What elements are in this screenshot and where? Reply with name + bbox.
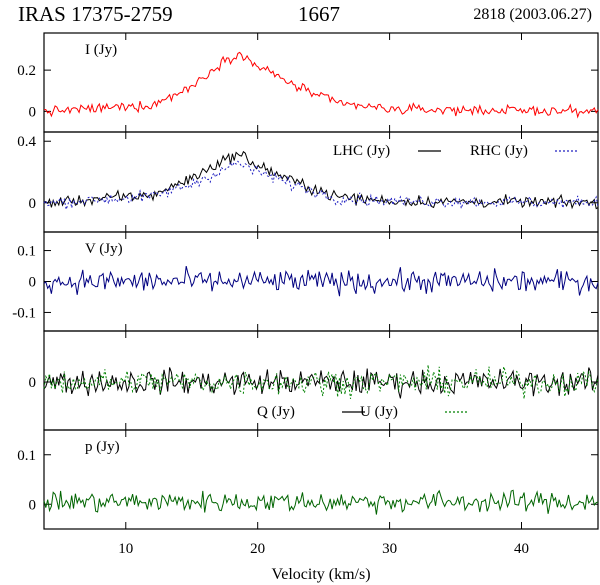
xtick-label-0: 10 [118, 541, 133, 557]
panel-p-frame [43, 429, 599, 530]
panel-I-ytick-label-1: 0 [29, 104, 37, 120]
panel-p-ytick-label-1: 0 [29, 497, 37, 513]
panel-V-series-V-line [43, 265, 599, 297]
xtick-label-3: 40 [514, 541, 529, 557]
panel-LR-ytick-label-1: 0 [29, 196, 37, 212]
panel-V-ytick-label-0: 0.1 [17, 244, 36, 260]
xtick-label-2: 30 [382, 541, 397, 557]
legend-QU-0-label: Q (Jy) [257, 404, 295, 420]
source-name: IRAS 17375-2759 [18, 2, 173, 26]
panel-I-frame [43, 32, 599, 133]
panel-I-series-I-line [43, 51, 599, 119]
panel-QU-series-Q-line [43, 367, 599, 399]
legend-QU-1-label: U (Jy) [360, 404, 398, 420]
xtick-label-1: 20 [250, 541, 265, 557]
panel-QU-series-U-line [43, 364, 599, 399]
panel-V-label: V (Jy) [85, 241, 123, 257]
panel-p-ytick-label-0: 0.1 [17, 448, 36, 464]
panel-LR-series-LHC-line [43, 150, 599, 210]
panel-QU-frame [43, 330, 599, 431]
panel-LR-series-RHC-line [43, 160, 599, 212]
panel-p-label: p (Jy) [85, 439, 120, 455]
panel-I-label: I (Jy) [85, 42, 117, 58]
legend-LR-1-label: RHC (Jy) [470, 143, 528, 159]
panel-QU-ytick-label-0: 0 [29, 375, 37, 391]
panel-p-series-p-line [43, 489, 599, 515]
panel-V-ytick-label-2: -0.1 [12, 305, 36, 321]
legend-LR-0-label: LHC (Jy) [333, 143, 390, 159]
panel-V-ytick-label-1: 0 [29, 275, 37, 291]
panel-I-ytick-label-0: 0.2 [17, 63, 36, 79]
panel-LR-ytick-label-0: 0.4 [17, 134, 36, 150]
frequency-label: 1667 [298, 2, 340, 26]
observation-label: 2818 (2003.06.27) [473, 6, 592, 23]
x-axis-label: Velocity (km/s) [271, 566, 370, 583]
